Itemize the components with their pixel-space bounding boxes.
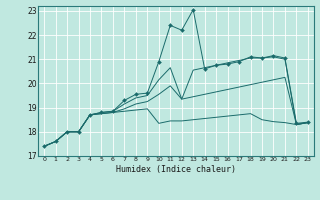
X-axis label: Humidex (Indice chaleur): Humidex (Indice chaleur) [116, 165, 236, 174]
